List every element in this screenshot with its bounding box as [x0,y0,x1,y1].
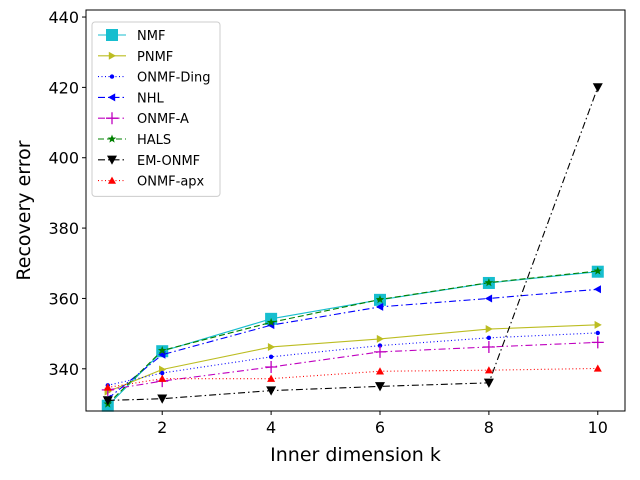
x-tick-label: 6 [375,418,385,437]
legend-label-hals: HALS [137,133,171,148]
legend-marker-onmf-ding [109,74,115,79]
data-point-onmf-apx [376,367,384,375]
data-point-onmf-a [374,345,386,358]
x-axis-label: Inner dimension k [270,444,441,466]
legend-box [91,21,221,197]
data-point-onmf-ding [377,343,383,348]
x-tick-label: 10 [588,418,608,437]
legend-marker-nmf [106,29,118,41]
x-tick-label: 2 [157,418,167,437]
legend-label-onmf-apx: ONMF-apx [137,175,205,190]
series-line-onmf-a [107,341,598,391]
axis-ticks: 2 4 6 8 10 340 360 380 400 420 440 [48,8,608,437]
data-point-em-onmf [157,394,168,404]
series-line-em-onmf [107,87,599,401]
data-point-onmf-apx [103,383,112,391]
data-point-onmf-apx [267,374,276,382]
data-point-pnmf [594,320,602,329]
legend-marker-onmf-apx [108,176,116,184]
series-em-onmf [102,83,603,406]
data-point-em-onmf [102,396,113,406]
data-point-hals [266,317,276,326]
series-line-hals [107,270,598,405]
data-point-pnmf [267,342,276,351]
data-point-onmf-a [591,336,604,349]
data-point-hals [157,346,167,355]
y-tick-label: 340 [48,360,79,379]
legend-label-em-onmf: EM-ONMF [137,154,200,169]
data-point-pnmf [376,334,384,343]
legend-label-nmf: NMF [137,29,165,44]
legend-marker-hals [107,134,117,143]
data-point-onmf-apx [158,374,167,382]
data-point-onmf-ding [160,370,165,376]
data-point-nhl [484,294,493,303]
y-tick-label: 400 [48,149,79,168]
data-point-onmf-ding [486,335,492,341]
x-tick-label: 8 [484,418,494,437]
y-axis-label: Recovery error [13,140,35,280]
legend: NMF PNMF ONMF-Ding NHL ONMF-A HALS EM-ONMF ONMF… [91,21,221,197]
legend-label-onmf-ding: ONMF-Ding [137,71,210,86]
legend-label-onmf-a: ONMF-A [137,112,189,127]
data-point-hals [375,294,385,304]
data-point-hals [484,278,494,287]
data-point-nhl [593,285,601,294]
x-tick-label: 4 [266,418,276,437]
legend-marker-pnmf [108,51,116,60]
series-line-onmf-apx [107,367,598,388]
data-point-onmf-a [482,340,495,353]
legend-marker-onmf-a [106,112,118,125]
legend-marker-em-onmf [107,155,117,165]
y-tick-label: 420 [48,78,79,97]
axes-frame [85,9,626,412]
data-point-nhl [376,302,384,311]
series-line-pnmf [107,324,598,393]
legend-marker-nhl [108,93,116,102]
data-point-onmf-apx [593,364,602,372]
data-point-em-onmf [483,378,494,388]
series-line-nhl [107,288,598,400]
data-point-em-onmf [375,382,385,392]
data-point-em-onmf [266,386,277,396]
data-point-onmf-a [265,361,278,374]
plot-area [101,83,604,412]
data-point-hals [593,266,603,275]
legend-label-nhl: NHL [137,91,165,106]
series-line-onmf-ding [107,332,598,386]
data-point-onmf-apx [484,366,493,374]
series-onmf-apx [103,364,602,391]
y-tick-label: 380 [48,219,79,238]
data-point-onmf-ding [595,330,600,336]
data-point-onmf-ding [268,354,274,360]
data-point-pnmf [485,325,493,334]
data-point-em-onmf [592,83,603,93]
legend-label-pnmf: PNMF [137,50,173,65]
y-tick-label: 360 [48,289,79,308]
y-tick-label: 440 [48,8,79,27]
